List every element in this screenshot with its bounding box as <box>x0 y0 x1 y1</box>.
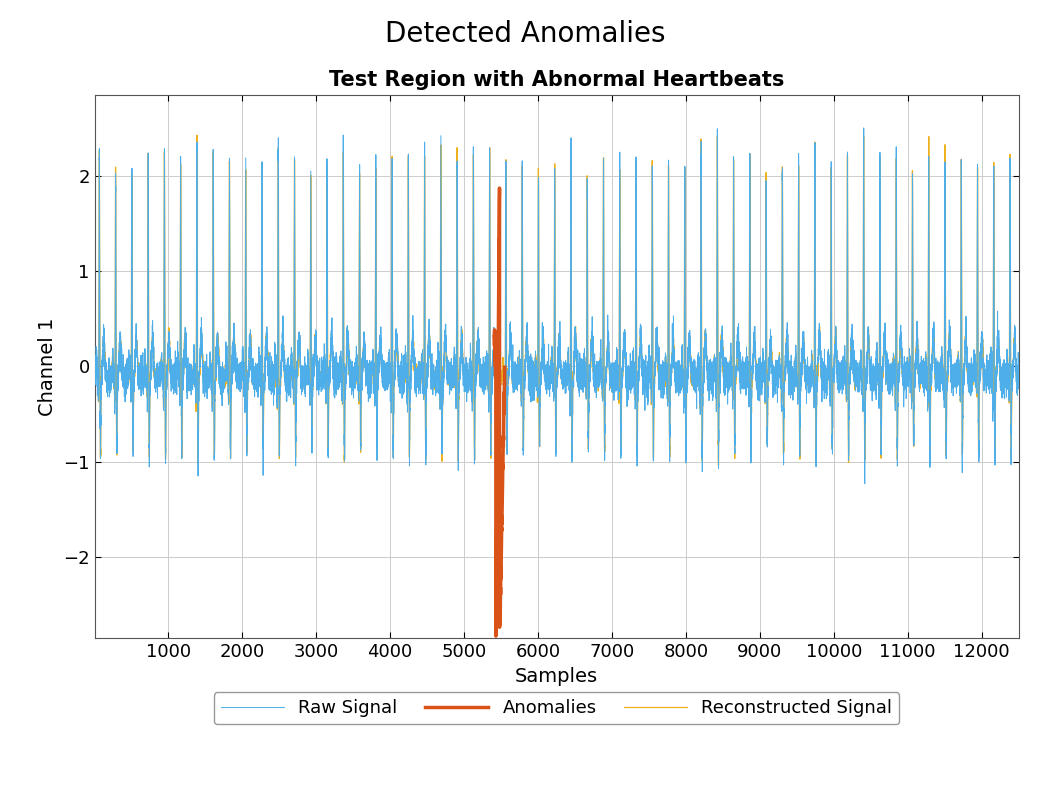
Reconstructed Signal <box>387 403 400 412</box>
Reconstructed Signal <box>645 384 657 393</box>
Raw Signal <box>88 366 101 376</box>
Title: Test Region with Abnormal Heartbeats: Test Region with Abnormal Heartbeats <box>329 70 784 91</box>
Raw Signal <box>1012 384 1025 393</box>
Raw Signal <box>489 631 502 641</box>
Reconstructed Signal <box>712 461 724 470</box>
Raw Signal <box>917 378 929 388</box>
Raw Signal <box>343 377 356 386</box>
Reconstructed Signal <box>88 377 101 386</box>
Text: Detected Anomalies: Detected Anomalies <box>384 20 666 48</box>
Reconstructed Signal <box>343 370 356 379</box>
X-axis label: Samples: Samples <box>514 667 598 686</box>
Line: Anomalies: Anomalies <box>495 188 505 636</box>
Reconstructed Signal <box>567 370 580 380</box>
Legend: Raw Signal, Anomalies, Reconstructed Signal: Raw Signal, Anomalies, Reconstructed Sig… <box>213 692 900 724</box>
Reconstructed Signal <box>323 369 336 378</box>
Raw Signal <box>567 374 580 384</box>
Line: Reconstructed Signal: Reconstructed Signal <box>94 136 1018 466</box>
Y-axis label: Channel 1: Channel 1 <box>39 318 58 415</box>
Reconstructed Signal <box>917 372 929 381</box>
Reconstructed Signal <box>1012 369 1025 378</box>
Raw Signal <box>645 385 657 394</box>
Raw Signal <box>387 388 400 398</box>
Raw Signal <box>323 378 336 388</box>
Reconstructed Signal <box>191 131 204 140</box>
Raw Signal <box>858 123 870 132</box>
Line: Raw Signal: Raw Signal <box>94 128 1018 636</box>
